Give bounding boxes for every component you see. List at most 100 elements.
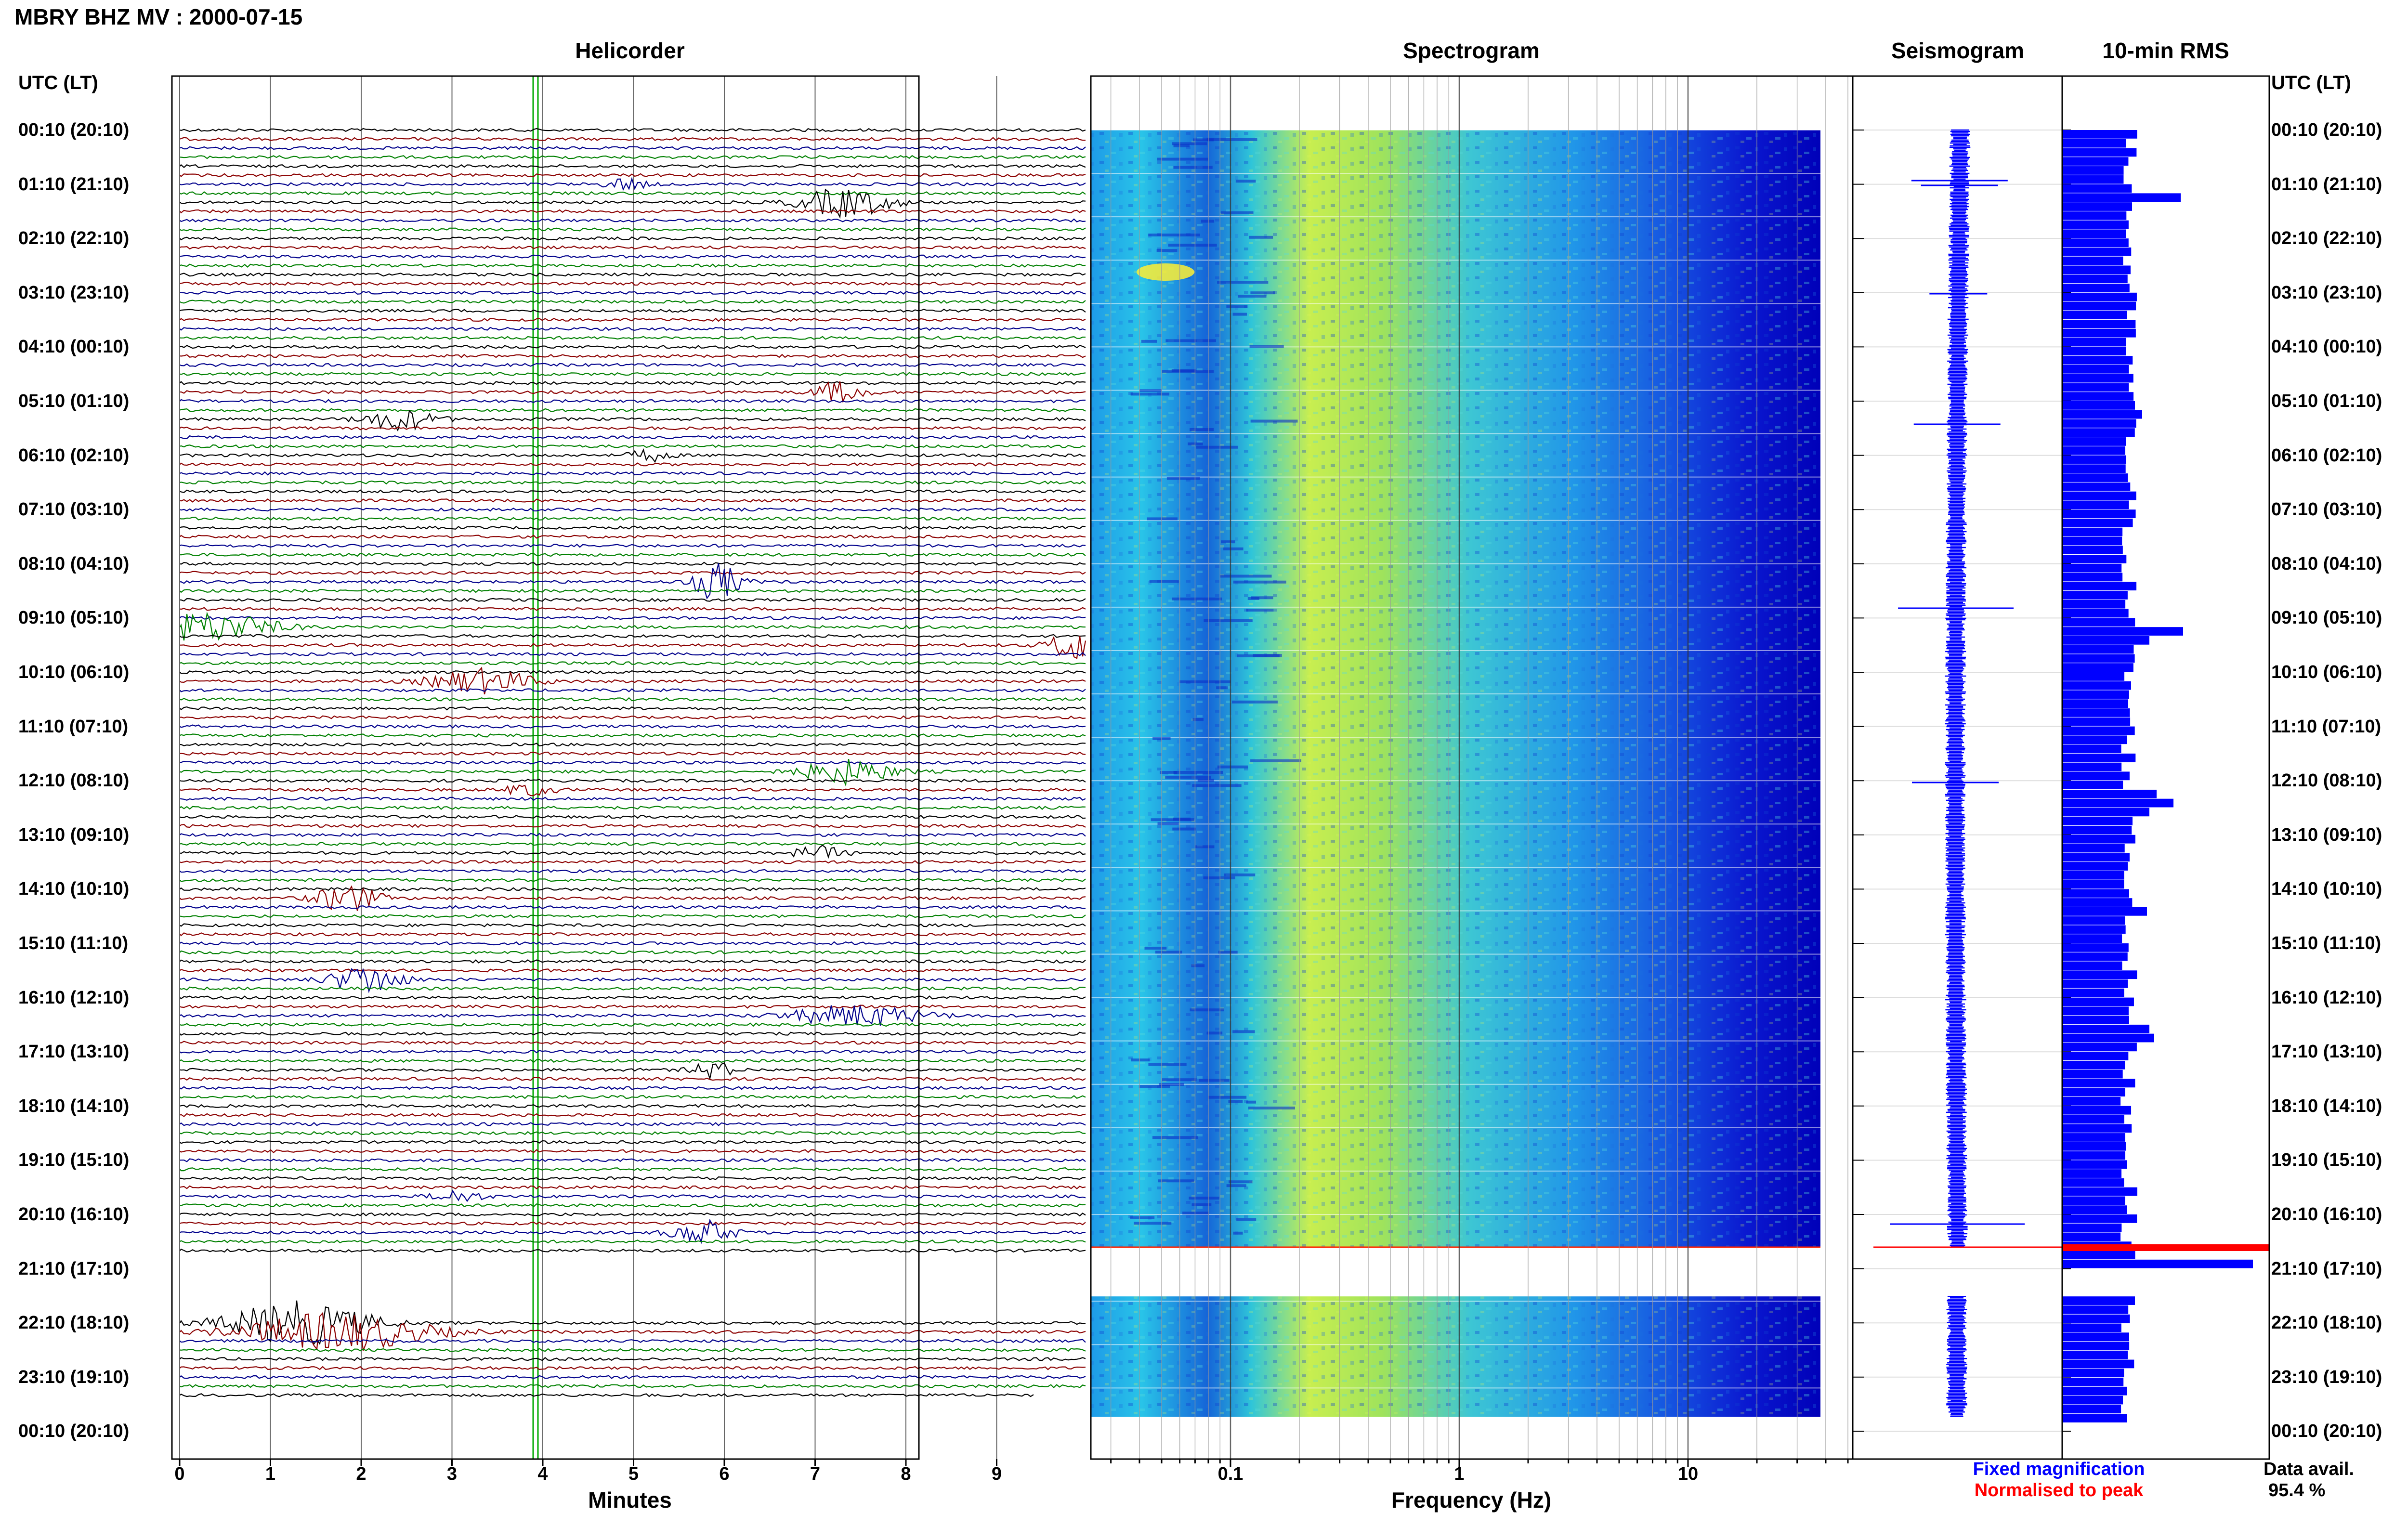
rms-bar [2063,238,2129,247]
rms-bar [2063,1386,2127,1396]
rms-bar [2063,735,2127,744]
hour-label-right: 11:10 (07:10) [2271,716,2382,737]
hour-label-right: 10:10 (06:10) [2271,662,2382,682]
helicorder-trace [180,399,1086,404]
hour-label-right: 13:10 (09:10) [2271,824,2382,845]
rms-bar [2063,148,2137,157]
spectrogram-streak [1217,281,1269,284]
spectrogram-streak [1141,339,1157,343]
spectrogram-streak [1159,1083,1184,1086]
spectrogram-streak [1162,1078,1197,1082]
spectrogram-streak [1246,1100,1256,1104]
rms-bar [2063,690,2129,699]
helicorder-trace [180,995,1086,1000]
rms-bar [2063,798,2173,808]
rms-bar [2063,717,2131,726]
spectrogram-streak [1197,779,1214,782]
rms-bar [2063,320,2136,328]
rms-bar [2063,1151,2125,1160]
spectrogram-streak [1148,1063,1187,1066]
rms-bar [2063,184,2132,193]
rms-bar [2063,274,2128,284]
hour-label-left: 15:10 (11:10) [18,933,129,953]
spectrogram-streak [1206,1031,1223,1035]
spectrogram-streak [1226,1184,1246,1187]
spectrogram-streak [1166,477,1200,480]
helicorder-trace [180,561,1086,566]
helicorder-trace [180,448,1086,463]
rms-bar [2063,627,2183,636]
rms-bar [2063,1088,2125,1097]
helicorder-trace [180,1239,1086,1244]
helicorder-trace [180,697,1086,702]
rms-bar [2063,419,2136,428]
hour-label-right: 23:10 (19:10) [2271,1367,2382,1387]
rms-bar [2063,1187,2137,1196]
rms-bar [2063,744,2121,753]
helicorder-trace [180,941,1086,946]
rms-bar [2063,997,2134,1006]
helicorder-trace [180,435,1086,440]
rms-bar [2063,961,2122,970]
rms-bar [2063,862,2128,871]
helicorder-trace [180,1167,1086,1172]
minutes-tick-label: 1 [265,1464,276,1484]
rms-bar [2063,1006,2129,1016]
rms-bar [2063,889,2129,898]
rms-bar [2063,609,2129,618]
rms-bar [2063,771,2130,781]
helicorder-trace [180,444,1086,449]
rms-bar [2063,907,2147,916]
spectrogram-streak [1152,1136,1199,1139]
rms-bar [2063,934,2122,943]
helicorder-trace [180,1356,1086,1361]
hour-label-left: 13:10 (09:10) [18,824,130,845]
spectrogram-streak [1236,1218,1256,1221]
spectrogram-streak [1149,580,1179,583]
rms-bar [2063,1070,2123,1079]
spectrogram-streak [1179,680,1231,683]
spectrogram-streak [1160,771,1178,774]
hour-label-left: 00:10 (20:10) [18,120,130,140]
minutes-tick-label: 5 [628,1464,639,1484]
spectrogram-streak [1139,389,1162,392]
hour-label-left: 19:10 (15:10) [18,1150,130,1171]
spectrogram-streak [1248,1106,1295,1109]
hour-label-right: 19:10 (15:10) [2271,1150,2382,1171]
rms-bar [2063,1043,2137,1052]
rms-bar [2063,1079,2135,1088]
rms-bar [2063,1205,2127,1214]
spectrogram-streak [1219,574,1272,578]
helicorder-title: Helicorder [575,38,685,63]
hour-label-right: 12:10 (08:10) [2271,770,2382,791]
helicorder-trace [180,1050,1086,1054]
helicorder-trace [180,784,1086,796]
rms-bar [2063,654,2135,663]
helicorder-trace [180,1375,1086,1380]
helicorder-trace [180,1058,1086,1063]
helicorder-trace [180,1366,1086,1370]
spectrogram-streak [1147,517,1178,521]
spectrogram-noise-lower [1091,1296,1820,1417]
helicorder-trace [180,336,1086,340]
spectrogram-streak [1226,305,1247,308]
spectrogram-streak [1250,759,1302,762]
panel-frame [171,75,920,1460]
rms-bar [2063,925,2126,934]
rms-bar [2063,826,2132,835]
rms-bar [2063,130,2137,139]
helicorder-trace [180,842,1086,846]
helicorder-trace [180,1005,1086,1026]
helicorder-trace [180,759,1086,787]
rms-bar [2063,1378,2124,1386]
spectrogram-streak [1190,1008,1224,1012]
helicorder-trace [180,814,1086,819]
minutes-tick-label: 9 [991,1464,1002,1484]
helicorder-trace [180,525,1086,530]
spectrogram-streak [1218,951,1238,954]
helicorder-trace [180,173,1086,178]
rms-bar [2063,1232,2121,1241]
hour-label-left: 18:10 (14:10) [18,1096,130,1116]
hour-label-right: 22:10 (18:10) [2271,1313,2382,1333]
